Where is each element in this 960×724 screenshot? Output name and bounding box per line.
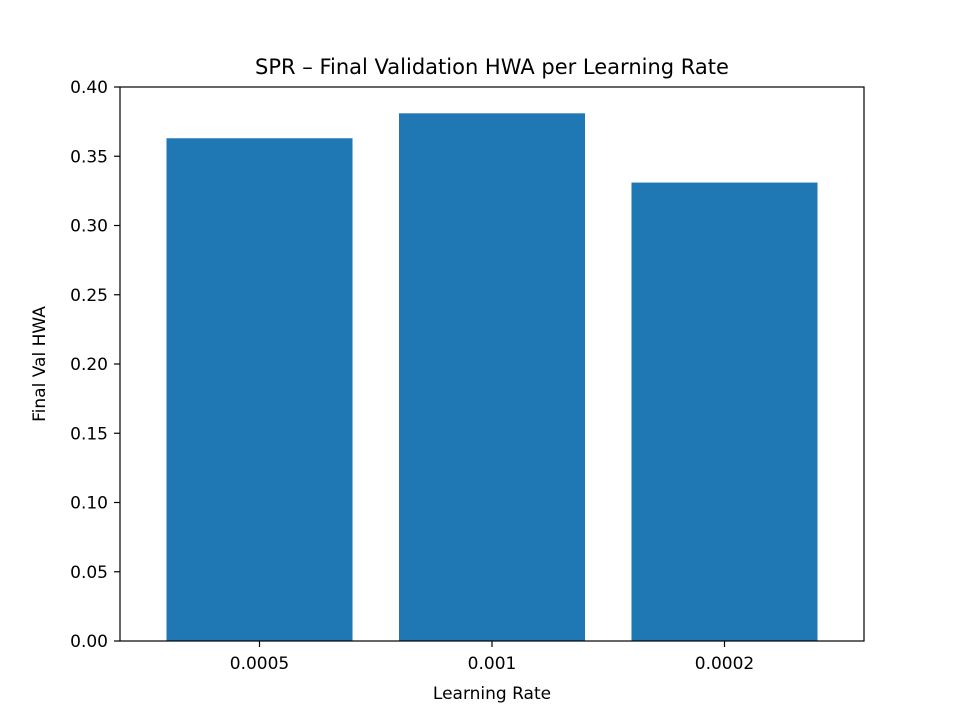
y-tick-label: 0.40: [70, 78, 108, 98]
bar-0.0005: [166, 138, 353, 641]
y-tick-label: 0.00: [70, 632, 108, 652]
bars-group: [166, 113, 818, 641]
y-tick-label: 0.35: [70, 147, 108, 167]
bar-0.0002: [631, 182, 818, 641]
x-tick-label: 0.001: [468, 654, 517, 674]
bar-0.001: [399, 113, 585, 641]
y-tick-label: 0.15: [70, 424, 108, 444]
x-axis-ticks: 0.0005 0.001 0.0002: [230, 641, 754, 674]
chart-title: SPR – Final Validation HWA per Learning …: [255, 55, 729, 79]
x-tick-label: 0.0002: [695, 654, 754, 674]
x-axis-label: Learning Rate: [433, 684, 551, 704]
y-tick-label: 0.10: [70, 494, 108, 514]
y-tick-label: 0.30: [70, 217, 108, 237]
y-tick-label: 0.05: [70, 563, 108, 583]
y-tick-label: 0.20: [70, 355, 108, 375]
x-tick-label: 0.0005: [230, 654, 289, 674]
y-tick-label: 0.25: [70, 286, 108, 306]
plot-frame: [119, 86, 865, 642]
y-axis-label: Final Val HWA: [30, 306, 50, 422]
y-axis-ticks: 0.00 0.05 0.10 0.15 0.20 0.25 0.30 0.35 0.40: [70, 78, 120, 652]
